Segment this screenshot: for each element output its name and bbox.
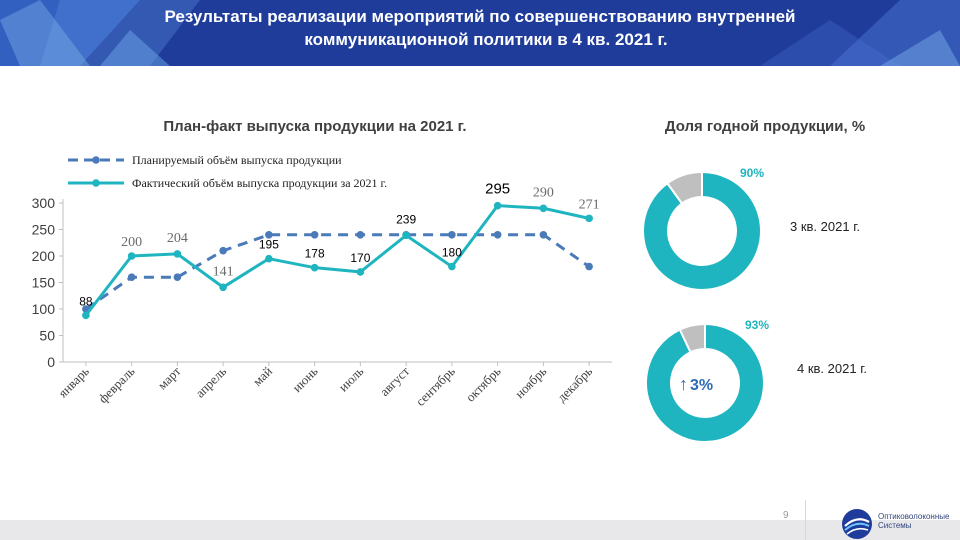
y-tick-label: 150 <box>32 275 56 291</box>
line-chart-title: План-факт выпуска продукции на 2021 г. <box>163 118 467 135</box>
data-label: 290 <box>533 185 554 200</box>
data-label: 295 <box>485 181 510 198</box>
data-label: 204 <box>167 231 188 246</box>
donut-q4-period-label: 4 кв. 2021 г. <box>797 361 867 376</box>
x-tick-label: декабрь <box>554 363 595 404</box>
x-tick-label: июль <box>336 363 367 394</box>
header-background-pattern <box>0 0 960 66</box>
chart-legend: Планируемый объём выпуска продукции Факт… <box>66 153 396 190</box>
plan-point <box>356 231 365 239</box>
actual-point <box>448 262 456 271</box>
legend-item-plan: Планируемый объём выпуска продукции <box>66 153 396 167</box>
plan-point <box>539 231 548 239</box>
actual-point <box>265 254 273 263</box>
x-tick-label: август <box>377 363 413 399</box>
x-tick-label: январь <box>55 363 92 400</box>
actual-point <box>127 252 136 260</box>
growth-value: 3% <box>690 377 714 394</box>
data-label: 195 <box>259 238 279 252</box>
logo-text-line-2: Системы <box>878 521 912 530</box>
x-tick-label: сентябрь <box>413 363 458 408</box>
plan-point <box>265 231 273 239</box>
page-title-line-1: Результаты реализации мероприятий по сов… <box>164 7 796 26</box>
plan-point <box>585 262 593 271</box>
page-title: Результаты реализации мероприятий по сов… <box>0 5 960 51</box>
line-chart: 0 50 100 150 200 250 300 январь февраль март апре… <box>32 181 612 409</box>
page-number: 9 <box>783 510 789 521</box>
actual-series-line <box>84 204 590 317</box>
x-tick-label: ноябрь <box>512 363 550 401</box>
data-label: 88 <box>79 294 93 308</box>
actual-point <box>539 204 548 213</box>
footer-divider <box>805 500 806 540</box>
header-banner: Результаты реализации мероприятий по сов… <box>0 0 960 66</box>
plan-point <box>127 273 136 282</box>
actual-point <box>173 250 182 258</box>
plan-series <box>82 231 593 313</box>
company-logo-icon <box>842 509 872 539</box>
data-label: 141 <box>213 264 234 279</box>
legend-plan-marker <box>68 156 124 164</box>
plan-point <box>173 273 182 282</box>
x-axis: январь февраль март апрель май июнь июль август… <box>55 361 612 409</box>
data-label: 239 <box>396 212 416 226</box>
actual-point <box>402 231 410 240</box>
x-tick-label: март <box>155 363 184 392</box>
data-labels: 88 200 204 141 195 178 170 239 180 295 290 271 <box>79 181 599 309</box>
actual-point <box>310 263 319 272</box>
donut-slice-good <box>642 170 762 291</box>
legend-plan-label: Планируемый объём выпуска продукции <box>132 153 342 167</box>
donut-q3-percent-label: 90% <box>740 166 765 180</box>
x-tick-label: май <box>250 363 275 388</box>
growth-indicator: ↑ 3% <box>679 374 713 395</box>
data-label: 271 <box>579 197 600 212</box>
donut-slice-other <box>665 170 703 205</box>
plan-point <box>310 231 319 239</box>
plan-point <box>219 246 227 255</box>
x-tick-label: апрель <box>192 363 229 400</box>
y-tick-label: 100 <box>32 301 56 317</box>
x-tick-label: июнь <box>289 363 321 395</box>
actual-point <box>585 214 593 223</box>
y-tick-label: 300 <box>32 195 56 211</box>
company-logo-text: Оптиковолоконные Системы <box>878 512 949 530</box>
x-tick-label: октябрь <box>463 363 504 404</box>
donut-slice-other <box>678 322 706 354</box>
arrow-up-icon: ↑ <box>679 374 688 394</box>
data-label: 178 <box>305 247 325 261</box>
donut-q3 <box>642 170 762 291</box>
actual-point <box>82 311 90 320</box>
y-tick-label: 200 <box>32 248 56 264</box>
actual-point <box>493 201 502 210</box>
donut-section-title: Доля годной продукции, % <box>664 118 866 135</box>
x-tick-label: февраль <box>95 363 138 406</box>
data-label: 200 <box>121 235 142 250</box>
legend-actual-marker <box>68 179 124 187</box>
actual-point <box>219 283 227 292</box>
y-axis: 0 50 100 150 200 250 300 <box>32 195 64 370</box>
plan-point <box>493 231 502 239</box>
footer-bar <box>0 520 960 540</box>
plan-point <box>448 231 456 239</box>
legend-item-actual: Фактический объём выпуска продукции за 2… <box>66 176 396 190</box>
plan-series-line <box>85 233 590 311</box>
y-tick-label: 0 <box>47 354 55 370</box>
y-tick-label: 50 <box>39 328 55 344</box>
legend-actual-label: Фактический объём выпуска продукции за 2… <box>132 176 388 190</box>
data-label: 180 <box>442 246 462 260</box>
donut-q4-percent-label: 93% <box>745 318 770 332</box>
donut-q3-period-label: 3 кв. 2021 г. <box>790 219 860 234</box>
actual-series <box>82 201 593 320</box>
logo-text-line-1: Оптиковолоконные <box>878 512 950 521</box>
data-label: 170 <box>350 251 370 265</box>
actual-point <box>356 268 365 276</box>
y-tick-label: 250 <box>32 222 56 238</box>
page-title-line-2: коммуникационной политики в 4 кв. 2021 г… <box>304 30 668 49</box>
